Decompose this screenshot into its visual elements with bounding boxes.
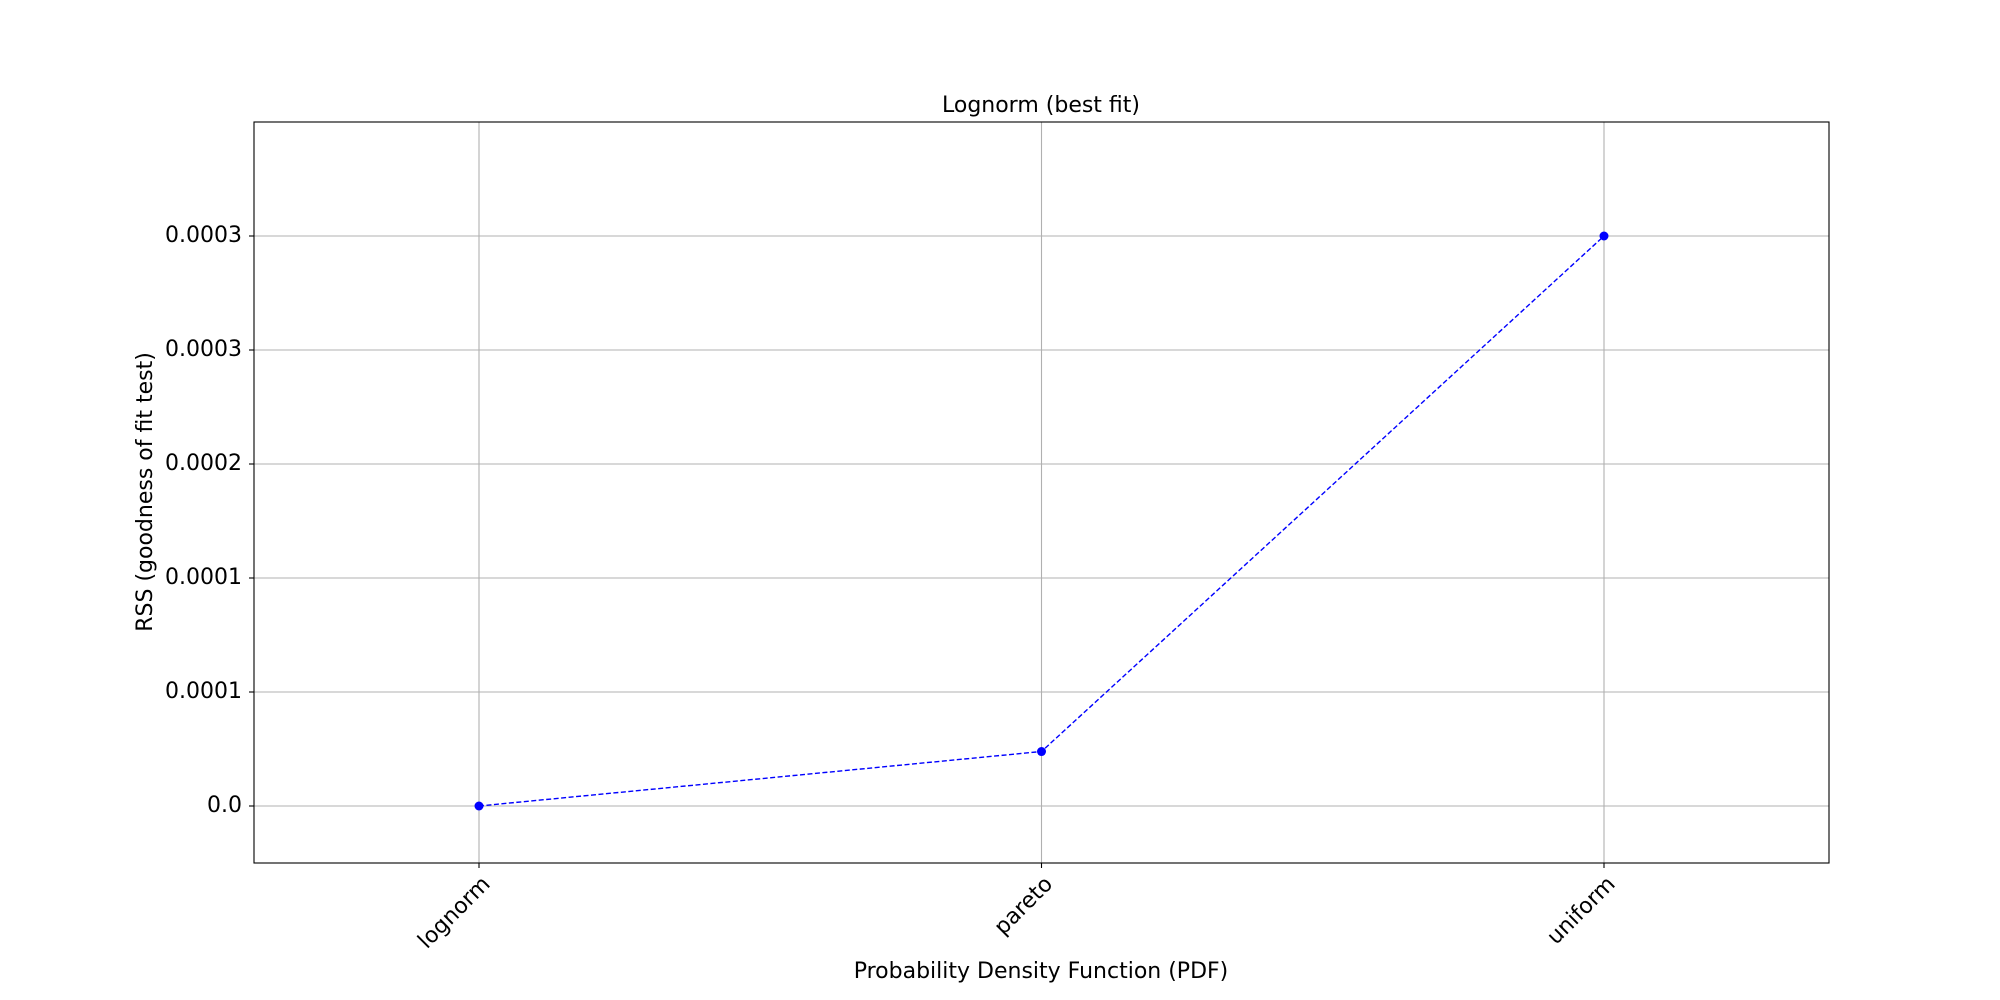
y-axis-label: RSS (goodness of fit test) — [133, 352, 158, 632]
data-point — [474, 801, 484, 811]
y-tick-label: 0.0001 — [165, 679, 242, 704]
y-tick-label: 0.0003 — [165, 337, 242, 362]
data-point — [1599, 231, 1609, 241]
y-tick-label: 0.0001 — [165, 565, 242, 590]
y-tick-label: 0.0 — [207, 793, 242, 818]
y-tick-label: 0.0002 — [165, 451, 242, 476]
x-axis-label: Probability Density Function (PDF) — [854, 959, 1229, 984]
data-point — [1037, 747, 1046, 757]
chart-title: Lognorm (best fit) — [942, 93, 1140, 118]
plot-frame — [253, 121, 1830, 864]
y-tick-label: 0.0003 — [165, 223, 242, 248]
